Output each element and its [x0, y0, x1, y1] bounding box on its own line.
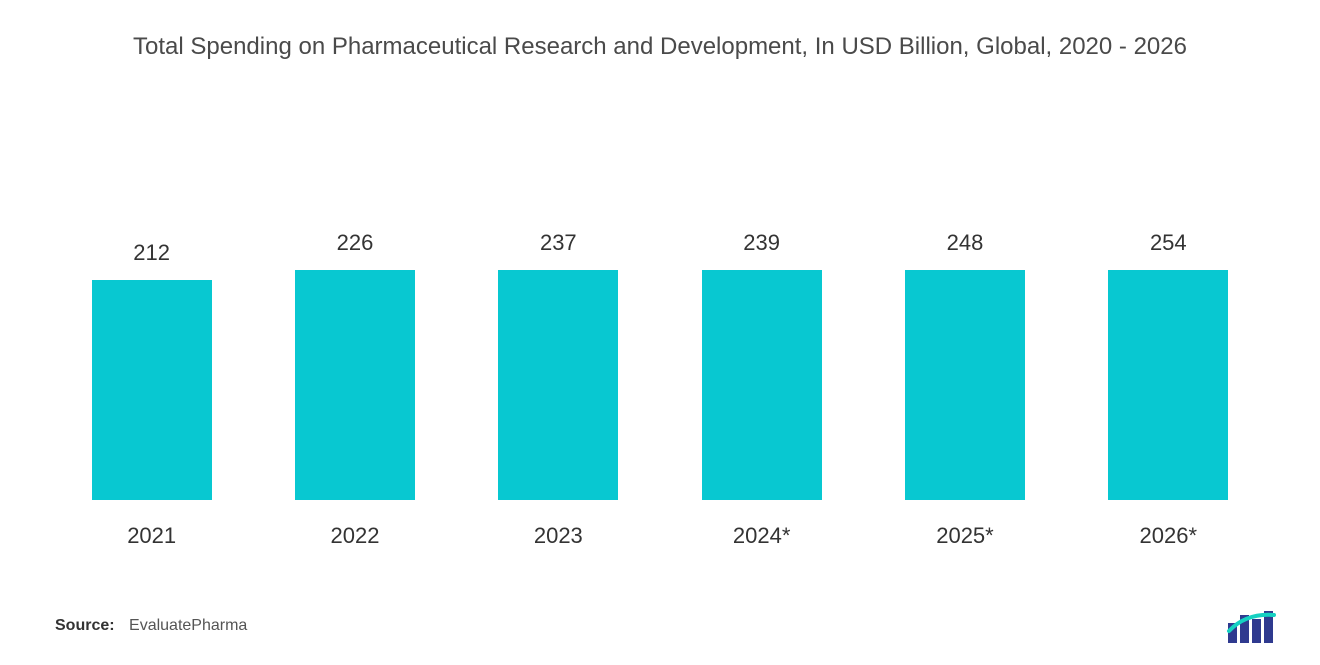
- bar-value-label: 212: [133, 240, 170, 266]
- bar: [498, 270, 618, 500]
- bars-group: 212 226 237 239 248 254: [50, 230, 1270, 500]
- source-footer: Source: EvaluatePharma: [55, 617, 247, 635]
- logo-icon: [1226, 609, 1280, 643]
- bar-column: 226: [253, 230, 456, 500]
- bar-column: 212: [50, 230, 253, 500]
- bar-column: 254: [1067, 230, 1270, 500]
- bar-value-label: 239: [743, 230, 780, 256]
- source-value: EvaluatePharma: [129, 617, 247, 634]
- bar: [905, 270, 1025, 500]
- x-tick-label: 2026*: [1067, 505, 1270, 549]
- x-axis: 2021202220232024*2025*2026*: [50, 505, 1270, 549]
- bar-value-label: 226: [337, 230, 374, 256]
- chart-title: Total Spending on Pharmaceutical Researc…: [0, 30, 1320, 64]
- bar-column: 248: [863, 230, 1066, 500]
- bar-value-label: 237: [540, 230, 577, 256]
- x-tick-label: 2022: [253, 505, 456, 549]
- bar-column: 237: [457, 230, 660, 500]
- bar: [92, 280, 212, 500]
- x-tick-label: 2024*: [660, 505, 863, 549]
- bar-column: 239: [660, 230, 863, 500]
- source-label: Source:: [55, 617, 115, 634]
- plot-area: 212 226 237 239 248 254: [50, 230, 1270, 500]
- bar: [1108, 270, 1228, 500]
- bar: [295, 270, 415, 500]
- bar-value-label: 254: [1150, 230, 1187, 256]
- bar: [702, 270, 822, 500]
- x-tick-label: 2025*: [863, 505, 1066, 549]
- bar-value-label: 248: [947, 230, 984, 256]
- brand-logo: [1226, 609, 1280, 643]
- chart-container: Total Spending on Pharmaceutical Researc…: [0, 0, 1320, 665]
- x-tick-label: 2021: [50, 505, 253, 549]
- x-tick-label: 2023: [457, 505, 660, 549]
